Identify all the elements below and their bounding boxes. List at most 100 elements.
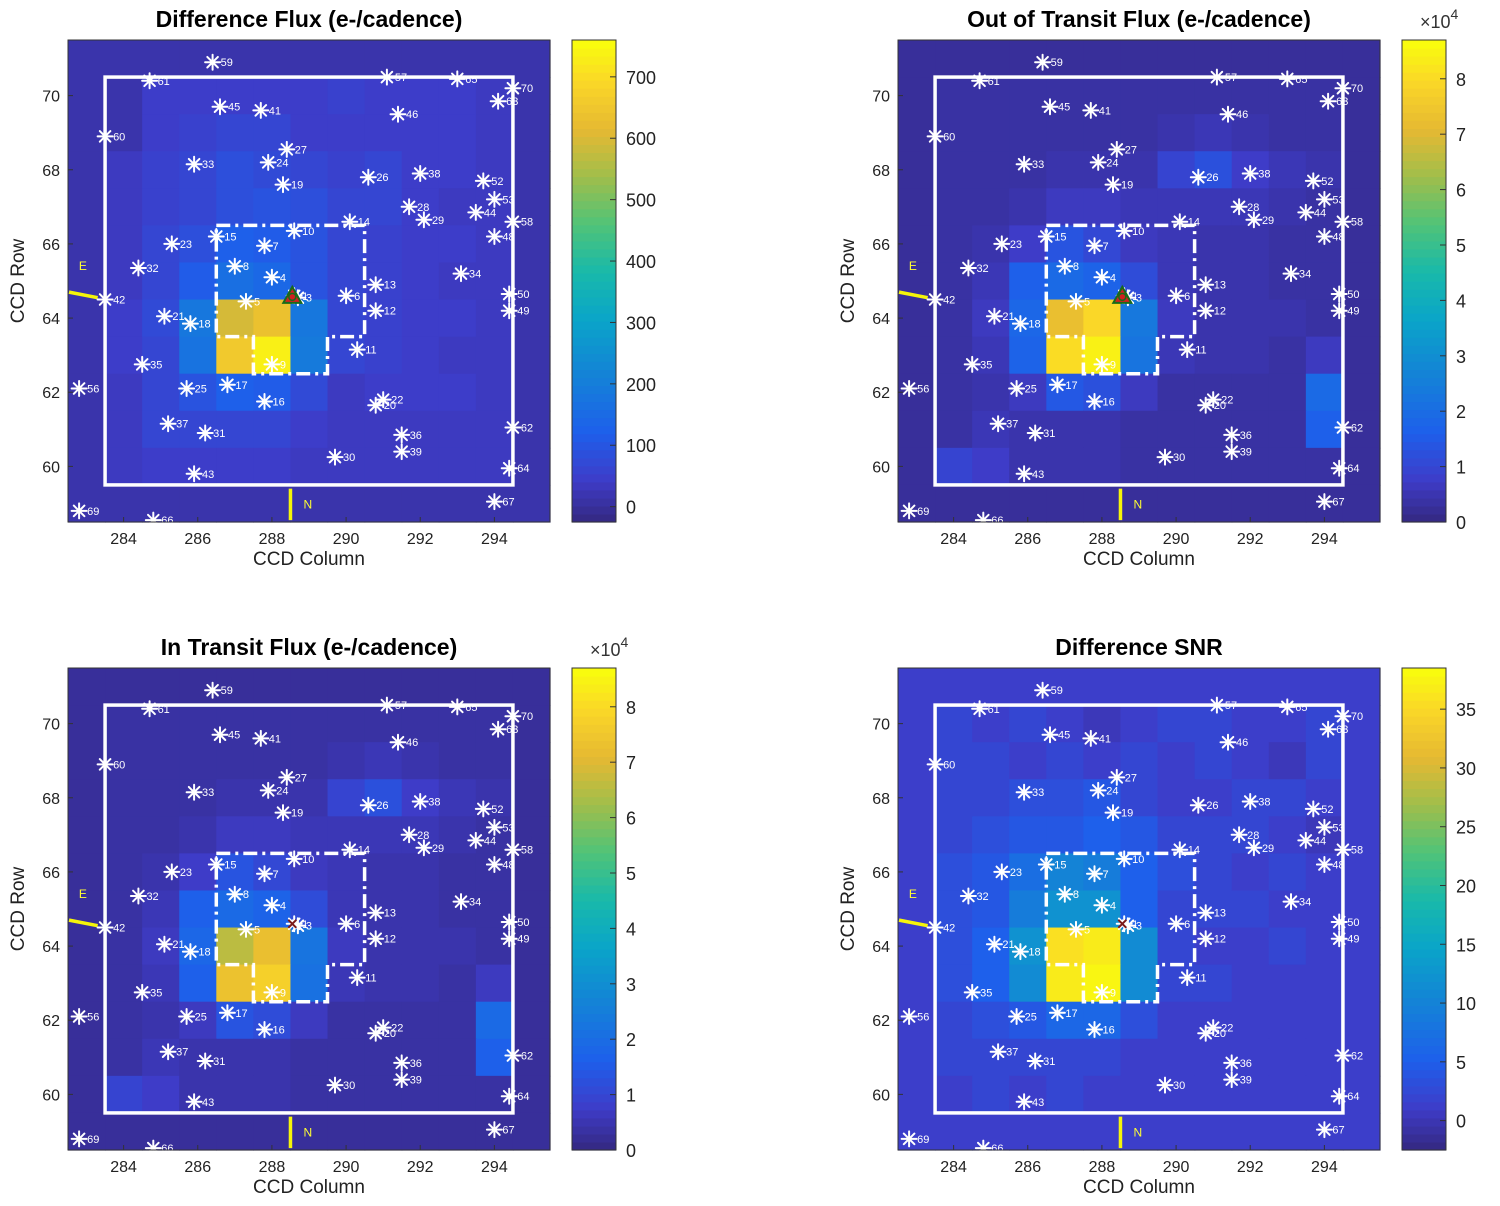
star-marker (1086, 393, 1103, 410)
star-marker (926, 755, 944, 773)
heatmap-cell (327, 1112, 366, 1151)
heatmap-cell (1009, 742, 1047, 780)
star-label: 10 (1132, 226, 1144, 238)
star-label: 26 (376, 172, 388, 184)
heatmap-cell (438, 151, 477, 189)
heatmap-cell (105, 188, 143, 226)
colorbar-segment (1402, 1037, 1446, 1047)
heatmap-cell (401, 262, 440, 301)
star-marker (263, 355, 281, 373)
heatmap-cell (1120, 964, 1159, 1003)
x-tick-label: 286 (184, 1159, 211, 1176)
heatmap-cell (1046, 299, 1084, 338)
heatmap-cell (1342, 77, 1381, 115)
heatmap-cell (1231, 225, 1270, 264)
colorbar-segment (1402, 144, 1446, 154)
star-marker (252, 729, 270, 747)
heatmap-cell (1009, 779, 1047, 817)
colorbar-segment (572, 844, 616, 854)
heatmap-cell (401, 40, 440, 78)
heatmap-cell (475, 742, 514, 780)
colorbar-segment (1402, 112, 1446, 121)
star-marker (1278, 698, 1296, 716)
star-marker (989, 1043, 1007, 1061)
star-marker (985, 307, 1003, 325)
star-label: 50 (517, 289, 529, 301)
star-label: 42 (113, 923, 125, 935)
colorbar-tick-label: 700 (626, 68, 656, 88)
star-marker (500, 285, 518, 303)
heatmap-cell (105, 299, 143, 338)
star-marker (185, 1093, 203, 1111)
heatmap-cell (438, 262, 477, 301)
colorbar-segment (572, 377, 616, 387)
heatmap-cell (1046, 964, 1084, 1003)
star-marker (163, 235, 181, 253)
heatmap-cell (401, 1112, 440, 1151)
heatmap-cell (327, 668, 366, 706)
heatmap-cell (972, 742, 1010, 780)
aperture-outline (1044, 851, 1197, 1004)
colorbar-segment (572, 1029, 616, 1039)
star-marker (1219, 105, 1237, 123)
heatmap-cell (1268, 299, 1307, 338)
star-label: 38 (428, 168, 440, 180)
star-marker (393, 1071, 411, 1089)
star-marker (448, 70, 466, 88)
heatmap-cell (401, 77, 440, 115)
colorbar-segment (572, 1021, 616, 1031)
star-label: 67 (1332, 497, 1344, 509)
star-label: 34 (469, 269, 481, 281)
heatmap-cell (438, 299, 477, 338)
heatmap-cell (898, 114, 936, 152)
colorbar-tick-label: 0 (1456, 513, 1466, 533)
heatmap-cell (1268, 742, 1307, 780)
heatmap-cell (1120, 373, 1159, 412)
star-marker (1026, 424, 1044, 442)
colorbar-segment (1402, 788, 1446, 798)
heatmap-cell (512, 1112, 551, 1151)
heatmap-cell (1268, 225, 1307, 264)
star-label: 64 (517, 1091, 529, 1103)
heatmap-cell (438, 1001, 477, 1040)
star-marker (133, 355, 151, 373)
colorbar-segment (1402, 176, 1446, 186)
colorbar-segment (1402, 965, 1446, 974)
heatmap-cell (327, 1001, 366, 1040)
star-marker (900, 502, 918, 520)
heatmap-cell (1231, 114, 1270, 152)
star-label: 8 (243, 889, 249, 901)
heatmap (898, 40, 1381, 523)
colorbar-segment (1402, 740, 1446, 749)
colorbar-segment (1402, 860, 1446, 870)
star-label: 46 (406, 737, 418, 749)
heatmap-cell (401, 742, 440, 780)
colorbar-tick-label: 400 (626, 252, 656, 272)
star-label: 26 (376, 800, 388, 812)
colorbar-segment (572, 449, 616, 459)
colorbar-segment (1402, 409, 1446, 419)
heatmap-cell (1268, 890, 1307, 929)
north-label: N (1133, 1125, 1142, 1139)
colorbar-segment (1402, 884, 1446, 894)
heatmap-cell (401, 890, 440, 929)
heatmap-cell (1083, 853, 1122, 892)
star-label: 36 (1240, 1058, 1252, 1070)
star-marker (1008, 380, 1026, 397)
y-tick-label: 68 (42, 791, 60, 808)
heatmap-cell (1231, 336, 1270, 375)
colorbar-segment (1402, 708, 1446, 717)
star-label: 39 (1240, 1075, 1252, 1087)
east-label: E (909, 259, 917, 273)
heatmap-cell (972, 668, 1010, 706)
star-marker (1056, 885, 1074, 903)
heatmap-cell (364, 336, 403, 375)
heatmap-cell (68, 668, 106, 706)
heatmap-cell (1231, 262, 1270, 301)
colorbar-segment (1402, 1021, 1446, 1031)
star-marker (1334, 707, 1352, 725)
heatmap-cell (364, 1112, 403, 1151)
colorbar-segment (572, 1101, 616, 1111)
heatmap-cell (935, 40, 973, 78)
